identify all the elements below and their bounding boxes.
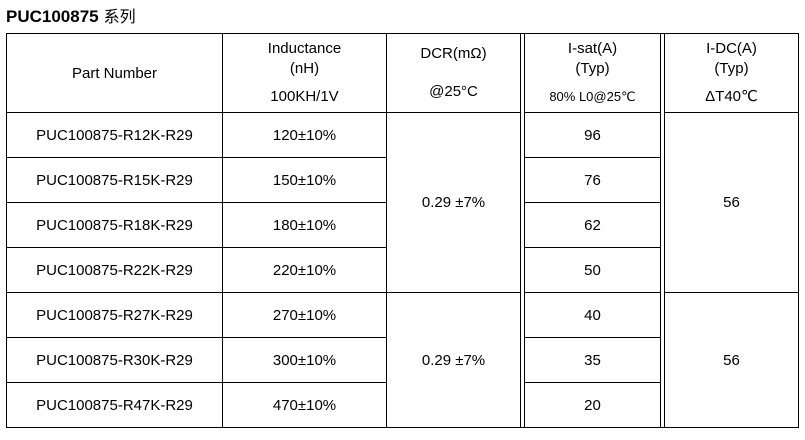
page-title: PUC100875 系列 — [6, 2, 136, 32]
series-name: PUC100875 — [6, 7, 99, 26]
table-row: PUC100875-R15K-R29 150±10% 76 — [6, 157, 799, 203]
inductance-cell: 300±10% — [222, 337, 387, 383]
dcr-cell: 0.29 ±7% — [386, 292, 521, 428]
part-number-cell: PUC100875-R47K-R29 — [6, 382, 223, 428]
inductance-cell: 180±10% — [222, 202, 387, 248]
part-number-cell: PUC100875-R27K-R29 — [6, 292, 223, 338]
isat-cell: 76 — [524, 157, 661, 203]
column-gap — [660, 337, 665, 383]
column-gap — [660, 202, 665, 248]
column-gap — [660, 247, 665, 293]
header-row: Part Number Inductance (nH) 100KH/1V DCR… — [6, 33, 799, 113]
isat-cell: 20 — [524, 382, 661, 428]
table-row: PUC100875-R47K-R29 470±10% 20 — [6, 382, 799, 428]
header-isat: I-sat(A) (Typ) 80% L0@25℃ — [524, 33, 661, 113]
column-gap — [660, 382, 665, 428]
idc-cell: 56 — [664, 292, 799, 428]
header-part-number: Part Number — [6, 33, 223, 113]
header-dcr: DCR(mΩ) @25°C — [386, 33, 521, 113]
isat-cell: 62 — [524, 202, 661, 248]
part-number-cell: PUC100875-R30K-R29 — [6, 337, 223, 383]
part-number-cell: PUC100875-R12K-R29 — [6, 112, 223, 158]
table-row: PUC100875-R30K-R29 300±10% 35 — [6, 337, 799, 383]
spec-table: Part Number Inductance (nH) 100KH/1V DCR… — [6, 33, 799, 428]
series-suffix: 系列 — [103, 7, 136, 26]
inductance-cell: 470±10% — [222, 382, 387, 428]
dcr-cell: 0.29 ±7% — [386, 112, 521, 293]
isat-cell: 40 — [524, 292, 661, 338]
isat-cell: 50 — [524, 247, 661, 293]
column-gap — [660, 157, 665, 203]
part-number-cell: PUC100875-R18K-R29 — [6, 202, 223, 248]
table-row: PUC100875-R18K-R29 180±10% 62 — [6, 202, 799, 248]
header-idc: I-DC(A) (Typ) ΔT40℃ — [664, 33, 799, 113]
inductance-cell: 220±10% — [222, 247, 387, 293]
header-inductance: Inductance (nH) 100KH/1V — [222, 33, 387, 113]
part-number-cell: PUC100875-R15K-R29 — [6, 157, 223, 203]
isat-cell: 96 — [524, 112, 661, 158]
inductance-cell: 120±10% — [222, 112, 387, 158]
isat-cell: 35 — [524, 337, 661, 383]
inductance-cell: 150±10% — [222, 157, 387, 203]
idc-cell: 56 — [664, 112, 799, 293]
table-row: PUC100875-R22K-R29 220±10% 50 — [6, 247, 799, 293]
part-number-cell: PUC100875-R22K-R29 — [6, 247, 223, 293]
table-row: PUC100875-R12K-R29 120±10% 0.29 ±7% 96 5… — [6, 112, 799, 293]
table-row: PUC100875-R27K-R29 270±10% 0.29 ±7% 40 5… — [6, 292, 799, 428]
inductance-cell: 270±10% — [222, 292, 387, 338]
